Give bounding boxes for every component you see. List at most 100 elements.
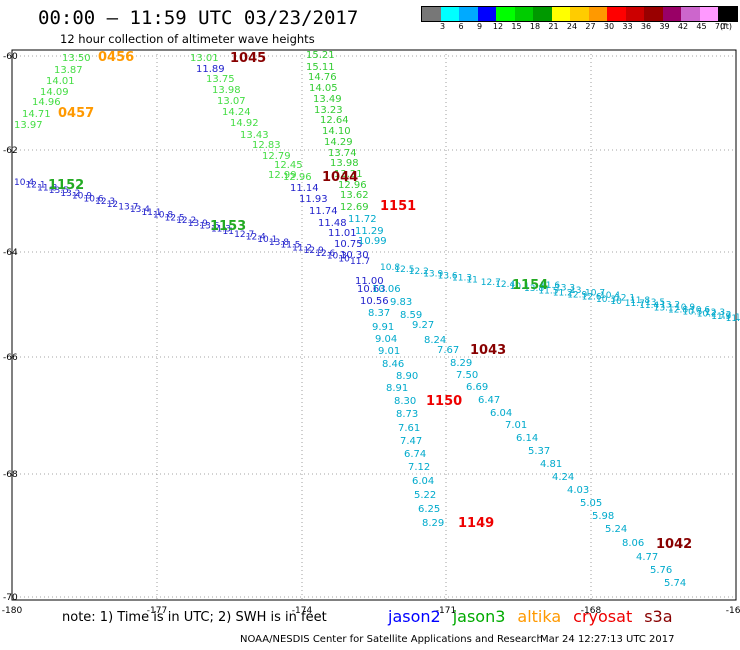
colorbar-swatch bbox=[477, 7, 496, 21]
track-value: 14.10 bbox=[322, 126, 351, 137]
pass-time-label: 1044 bbox=[322, 170, 358, 185]
dense-track-jason2: 12.9 bbox=[304, 246, 324, 256]
track-value: 5.76 bbox=[650, 565, 672, 576]
legend-altika: altika bbox=[517, 607, 562, 626]
track-value: 12.96 bbox=[338, 180, 367, 191]
colorbar-swatch bbox=[718, 7, 737, 21]
colorbar-tick-label: 70 bbox=[714, 22, 726, 31]
dense-track-s3: 12.7 bbox=[481, 278, 501, 288]
colorbar-tick-label: 39 bbox=[659, 22, 670, 31]
track-value: 8.29 bbox=[450, 358, 472, 369]
colorbar-tick-label: 6 bbox=[458, 22, 464, 31]
colorbar-swatch bbox=[662, 7, 681, 21]
colorbar-tick-label: 3 bbox=[439, 22, 446, 31]
track-value: 14.24 bbox=[222, 107, 251, 118]
legend-jason2: jason2 bbox=[388, 607, 441, 626]
colorbar-swatch bbox=[588, 7, 607, 21]
dense-track-jason2: 10.9 bbox=[72, 192, 92, 202]
track-value: 12.45 bbox=[274, 160, 303, 171]
page-title: 00:00 – 11:59 UTC 03/23/2017 bbox=[38, 7, 359, 29]
track-value: 12.96 bbox=[283, 172, 312, 183]
track-value: 8.24 bbox=[424, 335, 446, 346]
track-value: 11.74 bbox=[309, 206, 338, 217]
track-value: 11.89 bbox=[196, 64, 225, 75]
track-value: 9.01 bbox=[378, 346, 400, 357]
track-value: 13.62 bbox=[340, 190, 369, 201]
dense-track-s3: 12.1 bbox=[615, 293, 635, 303]
dense-track-jason2: 10 bbox=[338, 254, 350, 264]
track-value: 11.01 bbox=[328, 228, 357, 239]
colorbar-swatch bbox=[422, 7, 441, 21]
track-value: 13.21 bbox=[334, 169, 363, 180]
x-axis-label: -165 bbox=[726, 606, 740, 616]
pass-time-label: 1149 bbox=[458, 516, 494, 531]
colorbar-swatch bbox=[699, 7, 718, 21]
colorbar-tick-label: 12 bbox=[492, 22, 504, 31]
dense-track-jason2: 11.5 bbox=[280, 241, 300, 251]
colorbar-swatch bbox=[607, 7, 626, 21]
pass-time-label: 1045 bbox=[230, 51, 266, 66]
track-value: 10.63 bbox=[357, 284, 386, 295]
dense-track-s3: 13.6 bbox=[438, 271, 458, 281]
dense-track-s3: 13.5 bbox=[645, 298, 665, 308]
y-axis-label: -66 bbox=[3, 353, 18, 363]
dense-track-s3: 10 bbox=[610, 297, 622, 307]
colorbar-tick-label: 27 bbox=[585, 22, 596, 31]
dense-track-s3: 12 bbox=[720, 311, 731, 321]
colorbar-tick-label: 18 bbox=[529, 22, 541, 31]
dense-track-s3: 11.4 bbox=[639, 301, 659, 311]
track-value: 11.93 bbox=[299, 194, 328, 205]
track-value: 7.67 bbox=[437, 345, 459, 356]
track-value: 7.61 bbox=[398, 423, 420, 434]
dense-track-s3: 10.5 bbox=[682, 308, 702, 318]
track-value: 10.56 bbox=[360, 296, 389, 307]
track-value: 11.72 bbox=[348, 214, 377, 225]
colorbar-tick-label: 15 bbox=[511, 22, 522, 31]
track-value: 4.81 bbox=[540, 459, 562, 470]
track-value: 11.29 bbox=[355, 226, 384, 237]
track-value: 9.27 bbox=[412, 320, 434, 331]
colorbar-swatch bbox=[440, 7, 459, 21]
track-value: 13.43 bbox=[240, 130, 269, 141]
dense-track-jason2: 11.3 bbox=[211, 224, 231, 234]
track-value: 5.98 bbox=[592, 511, 614, 522]
dense-track-s3: 13 bbox=[570, 286, 581, 296]
track-value: 10.99 bbox=[358, 236, 387, 247]
track-value: 8.73 bbox=[396, 409, 418, 420]
dense-track-s3: 12.9 bbox=[567, 291, 587, 301]
dense-track-s3: 12.5 bbox=[394, 265, 414, 275]
track-value: 13.23 bbox=[314, 105, 343, 116]
pass-time-label: 1151 bbox=[380, 199, 416, 214]
colorbar-swatch bbox=[625, 7, 644, 21]
x-axis-label: -174 bbox=[292, 606, 313, 616]
track-value: 6.69 bbox=[466, 382, 488, 393]
dense-track-s3: 12.6 bbox=[582, 293, 602, 303]
dense-track-jason2: 12.7 bbox=[234, 230, 254, 240]
dense-track-s3: 10.2 bbox=[697, 310, 717, 320]
dense-track-s3: 11.6 bbox=[540, 281, 560, 291]
pass-time-label: 1043 bbox=[470, 343, 506, 358]
track-value: 13.75 bbox=[206, 74, 235, 85]
dense-track-s3: 10.6 bbox=[690, 306, 710, 316]
track-value: 8.46 bbox=[382, 359, 404, 370]
track-value: 8.59 bbox=[400, 310, 422, 321]
dense-track-s3: 11.8 bbox=[630, 296, 650, 306]
colorbar-swatch bbox=[644, 7, 663, 21]
x-axis-label: -168 bbox=[581, 606, 602, 616]
colorbar-tick-label: 30 bbox=[603, 22, 615, 31]
colorbar bbox=[421, 6, 738, 22]
track-value: 14.01 bbox=[46, 76, 75, 87]
dense-track-s3: 12.4 bbox=[495, 280, 515, 290]
dense-track-jason2: 13.8 bbox=[269, 238, 289, 248]
colorbar-tick-label: 9 bbox=[476, 22, 483, 31]
track-value: 7.50 bbox=[456, 370, 478, 381]
dense-track-s3: 11.7 bbox=[625, 299, 645, 309]
dense-track-jason2: 10.4 bbox=[14, 178, 34, 188]
dense-track-s3: 13.9 bbox=[423, 269, 443, 279]
dense-track-jason2: 13.6 bbox=[199, 222, 219, 232]
colorbar-tick-label: 21 bbox=[548, 22, 559, 31]
track-value: 8.30 bbox=[394, 396, 416, 407]
dense-track-s3: 13.1 bbox=[654, 303, 674, 313]
